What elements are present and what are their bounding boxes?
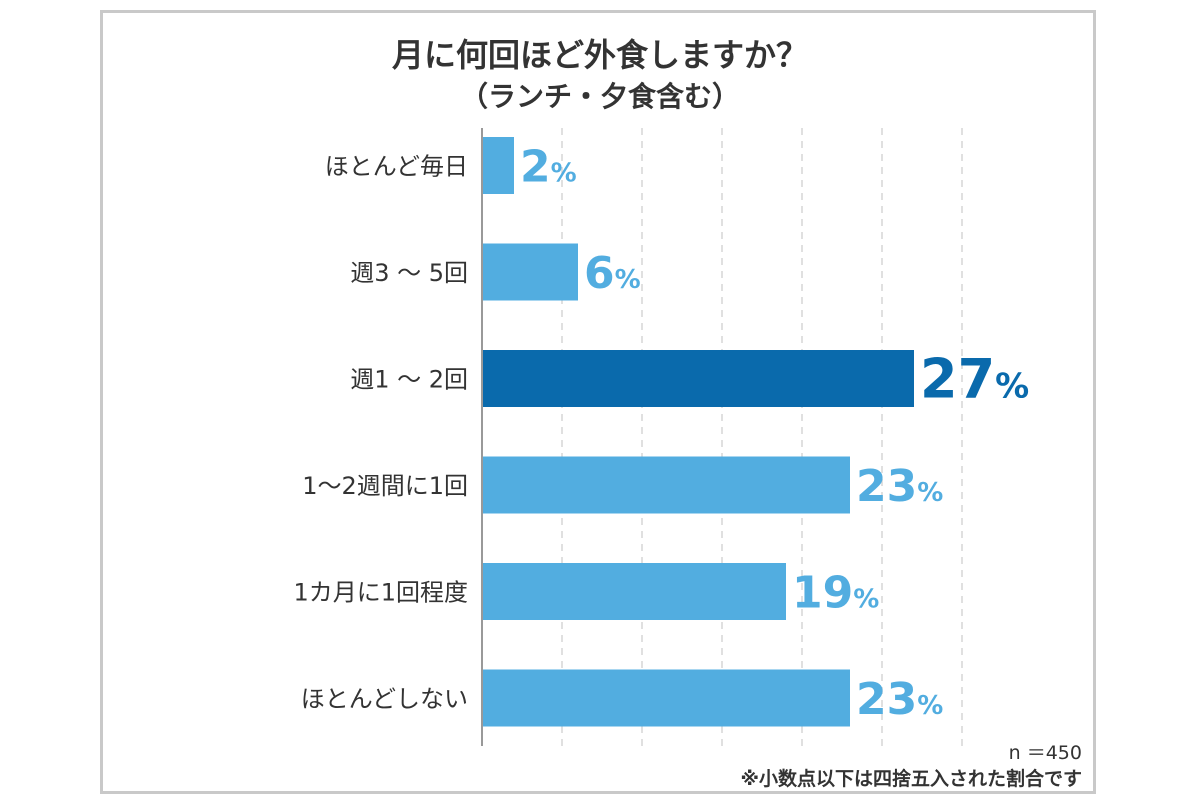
bar bbox=[482, 137, 514, 194]
category-label: ほとんどしない bbox=[301, 685, 468, 713]
bar bbox=[482, 456, 850, 514]
data-label: 23% bbox=[856, 461, 943, 512]
data-label: 23% bbox=[856, 674, 943, 725]
chart-subtitle: （ランチ・夕食含む） bbox=[459, 80, 740, 113]
data-label: 19% bbox=[792, 568, 879, 619]
bar bbox=[482, 669, 850, 727]
bar bbox=[482, 243, 578, 301]
category-label: 週3 ～ 5回 bbox=[350, 259, 468, 287]
bar bbox=[482, 563, 786, 620]
sample-size-note: n ＝450 bbox=[1008, 742, 1082, 764]
category-label: 1～2週間に1回 bbox=[302, 472, 468, 500]
category-label: 週1 ～ 2回 bbox=[350, 366, 468, 394]
rounding-note: ※小数点以下は四捨五入された割合です bbox=[740, 768, 1082, 790]
chart-title: 月に何回ほど外食しますか？ bbox=[391, 36, 808, 74]
data-label: 6% bbox=[584, 248, 641, 299]
data-label: 2% bbox=[520, 142, 577, 193]
data-label: 27% bbox=[920, 348, 1029, 411]
category-label: ほとんど毎日 bbox=[325, 153, 468, 181]
bar bbox=[482, 350, 914, 407]
category-label: 1カ月に1回程度 bbox=[293, 579, 468, 607]
